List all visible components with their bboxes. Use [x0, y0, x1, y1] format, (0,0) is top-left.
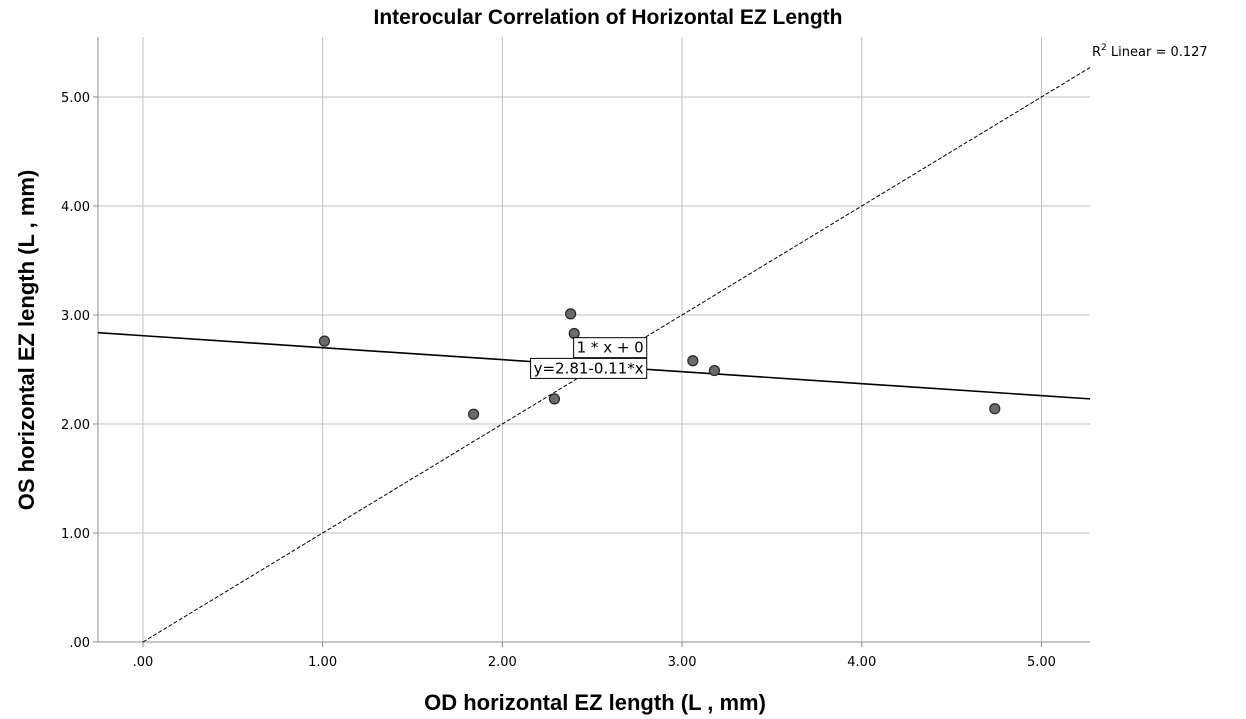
- data-point: [565, 308, 577, 320]
- data-point: [548, 393, 561, 405]
- x-tick-label: .00: [133, 655, 154, 670]
- y-tick-label: .00: [69, 636, 90, 651]
- chart-title: Interocular Correlation of Horizontal EZ…: [373, 6, 842, 29]
- y-tick-label: 2.00: [61, 418, 90, 433]
- fit-line-label-text: y=2.81-0.11*x: [534, 359, 644, 377]
- x-axis-label: OD horizontal EZ length (L , mm): [424, 690, 766, 715]
- y-tick-label: 1.00: [61, 527, 90, 542]
- x-tick-label: 4.00: [847, 655, 876, 670]
- y-tick-label: 5.00: [61, 91, 90, 106]
- r2-note-prefix: R: [1092, 45, 1101, 60]
- y-tick-label: 4.00: [61, 200, 90, 215]
- fit-line-label: y=2.81-0.11*x: [530, 357, 648, 379]
- y-tick-label: 3.00: [61, 309, 90, 324]
- reference-line-label-text: 1 * x + 0: [577, 339, 644, 357]
- r2-note-superscript: 2: [1101, 43, 1107, 53]
- x-tick-label: 5.00: [1027, 655, 1056, 670]
- fit-line-label-box: [530, 357, 648, 379]
- x-tick-label: 3.00: [668, 655, 697, 670]
- data-point: [708, 364, 721, 377]
- data-point: [568, 327, 580, 340]
- data-point: [687, 355, 699, 367]
- reference-line-label-box: [573, 337, 648, 359]
- axis-layer: [93, 37, 1090, 647]
- data-point: [989, 403, 1001, 415]
- label-layer: .00 1.00 2.00 3.00 4.00 5.00 .00 1.00 2.00 3.00 4.…: [61, 91, 1056, 670]
- y-axis-label: OS horizontal EZ length (L , mm): [14, 170, 39, 511]
- data-point: [318, 335, 331, 347]
- reference-line-label: 1 * x + 0: [573, 337, 648, 359]
- r2-note: R2 Linear = 0.127: [1092, 43, 1208, 60]
- x-tick-label: 1.00: [308, 655, 337, 670]
- r2-note-text: Linear = 0.127: [1107, 45, 1208, 60]
- point-layer: [318, 308, 1001, 420]
- data-point: [467, 408, 480, 420]
- x-tick-label: 2.00: [488, 655, 517, 670]
